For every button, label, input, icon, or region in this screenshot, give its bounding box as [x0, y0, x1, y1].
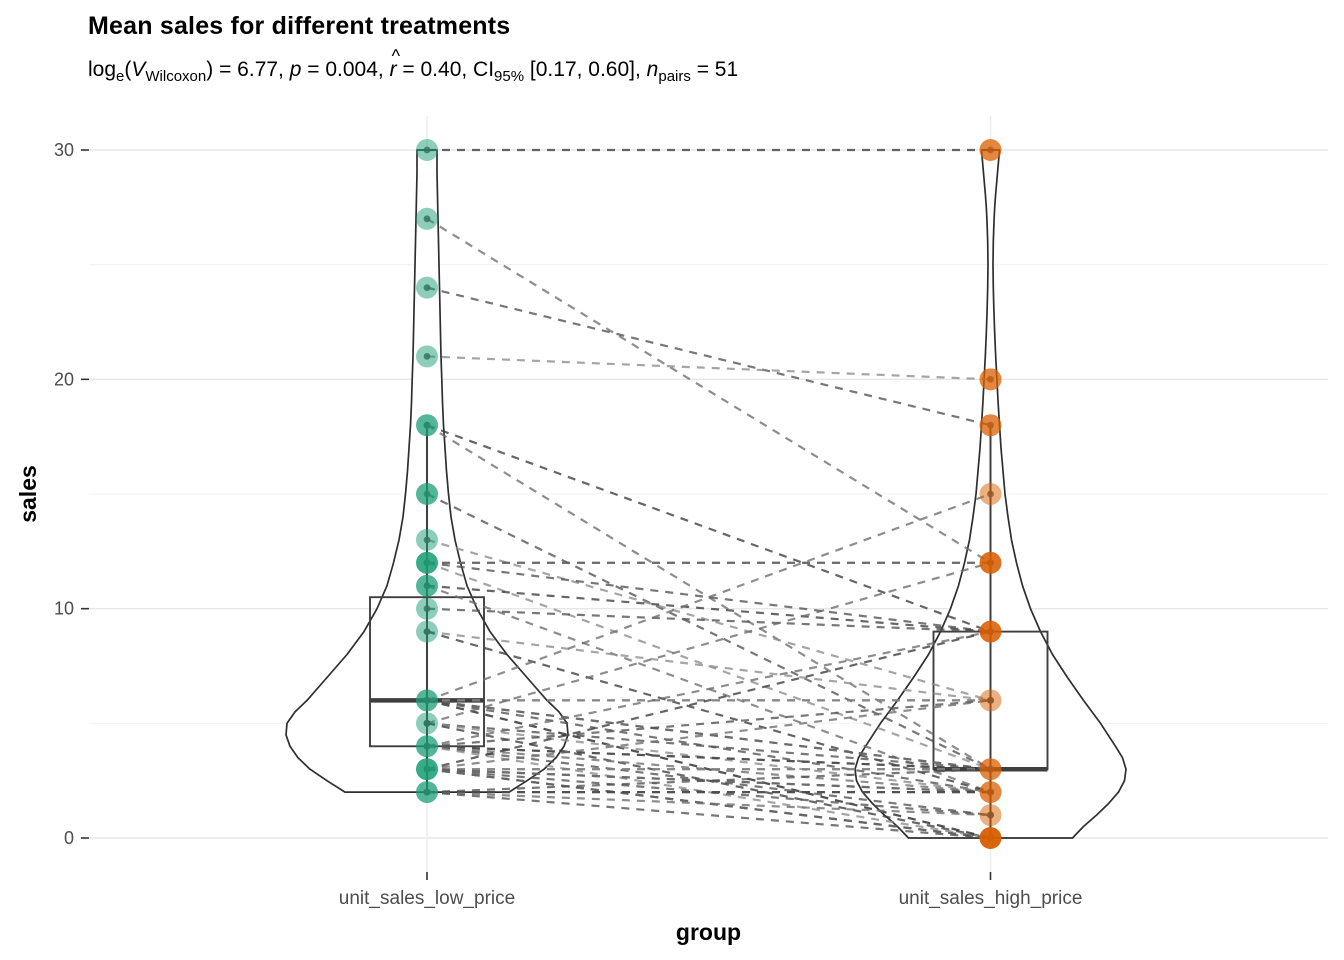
- subtitle-segment: = 0.004,: [301, 58, 390, 81]
- data-point-low-9: [416, 620, 438, 643]
- data-point-high-6: [979, 689, 1002, 712]
- data-point-low-5: [416, 712, 438, 735]
- data-point-low-3: [416, 758, 438, 781]
- data-point-low-4: [416, 735, 438, 758]
- pair-line: [426, 286, 991, 427]
- pair-line: [426, 768, 991, 794]
- subtitle-segment: pairs: [658, 68, 691, 85]
- subtitle-segment: log: [88, 58, 117, 81]
- y-tick-label: 10: [54, 599, 74, 619]
- data-point-low-30: [416, 139, 438, 162]
- subtitle-segment: ^ r: [389, 46, 401, 81]
- subtitle-segment: [0.17, 0.60],: [524, 58, 647, 81]
- data-point-low-6: [416, 689, 438, 712]
- pair-line: [426, 584, 991, 633]
- x-tick-label: unit_sales_high_price: [899, 888, 1083, 909]
- subtitle-segment: p: [289, 58, 302, 81]
- pair-line: [426, 630, 991, 771]
- pair-line: [426, 722, 991, 840]
- pair-line: [426, 630, 991, 748]
- pair-line: [426, 630, 991, 794]
- data-point-low-11: [416, 574, 438, 597]
- subtitle-segment: = 51: [690, 58, 739, 81]
- subtitle-segment: (: [124, 58, 132, 81]
- data-point-high-2: [979, 781, 1002, 804]
- pair-line: [426, 699, 991, 748]
- pair-line: [426, 630, 991, 702]
- data-point-low-15: [416, 483, 438, 506]
- pair-line: [426, 561, 991, 771]
- x-tick-label: unit_sales_low_price: [339, 888, 515, 909]
- pair-line: [426, 699, 991, 771]
- pair-line: [426, 699, 991, 840]
- pair-line: [426, 722, 991, 771]
- subtitle-segment: V: [131, 58, 146, 81]
- data-point-high-12: [979, 551, 1002, 574]
- data-point-high-18: [979, 414, 1002, 437]
- y-tick-label: 0: [64, 828, 74, 848]
- pair-line: [426, 424, 991, 633]
- pair-line: [426, 768, 991, 794]
- data-point-high-20: [979, 368, 1002, 391]
- pair-line: [426, 745, 991, 794]
- pair-line: [426, 791, 991, 817]
- data-point-high-15: [979, 483, 1002, 506]
- pair-line: [426, 768, 991, 817]
- data-point-low-27: [416, 207, 438, 230]
- plot-title: Mean sales for different treatments: [88, 12, 511, 40]
- data-point-high-1: [979, 804, 1002, 827]
- data-point-low-13: [416, 528, 438, 551]
- data-point-low-10: [416, 597, 438, 620]
- pair-line: [426, 699, 991, 771]
- pair-line: [426, 791, 991, 840]
- data-point-high-9: [979, 620, 1002, 643]
- data-point-low-2: [416, 781, 438, 804]
- data-point-low-18: [416, 414, 438, 437]
- data-point-high-0: [979, 827, 1002, 849]
- pair-line: [426, 722, 991, 794]
- pair-line: [426, 768, 991, 840]
- pair-line: [426, 538, 991, 702]
- subtitle-segment: = 0.40, CI: [396, 58, 495, 81]
- data-point-low-21: [416, 345, 438, 368]
- pair-line: [426, 607, 991, 633]
- subtitle-segment: 95%: [494, 68, 525, 85]
- subtitle-segment: e: [116, 68, 125, 85]
- subtitle-segment: n: [646, 58, 659, 81]
- data-point-high-3: [979, 758, 1002, 781]
- data-point-low-24: [416, 276, 438, 299]
- plot-subtitle-statistics: loge(VWilcoxon) = 6.77, p = 0.004, ^ r = …: [88, 46, 739, 85]
- pair-line: [426, 492, 991, 702]
- pair-line: [426, 699, 991, 794]
- pair-line: [426, 561, 991, 725]
- subtitle-segment: ) = 6.77,: [206, 58, 290, 81]
- pair-line: [426, 745, 991, 771]
- y-tick-label: 30: [54, 140, 74, 160]
- y-axis-title: sales: [15, 465, 41, 523]
- subtitle-segment: Wilcoxon: [145, 68, 207, 85]
- pair-line: [426, 217, 992, 564]
- pair-line: [426, 561, 991, 633]
- hat-accent: ^: [391, 46, 401, 66]
- data-point-high-30: [979, 139, 1002, 162]
- pair-line: [426, 355, 991, 381]
- pair-line: [426, 745, 991, 840]
- y-tick-label: 20: [54, 369, 74, 389]
- x-axis-title: group: [676, 919, 741, 945]
- data-point-low-12: [416, 551, 438, 574]
